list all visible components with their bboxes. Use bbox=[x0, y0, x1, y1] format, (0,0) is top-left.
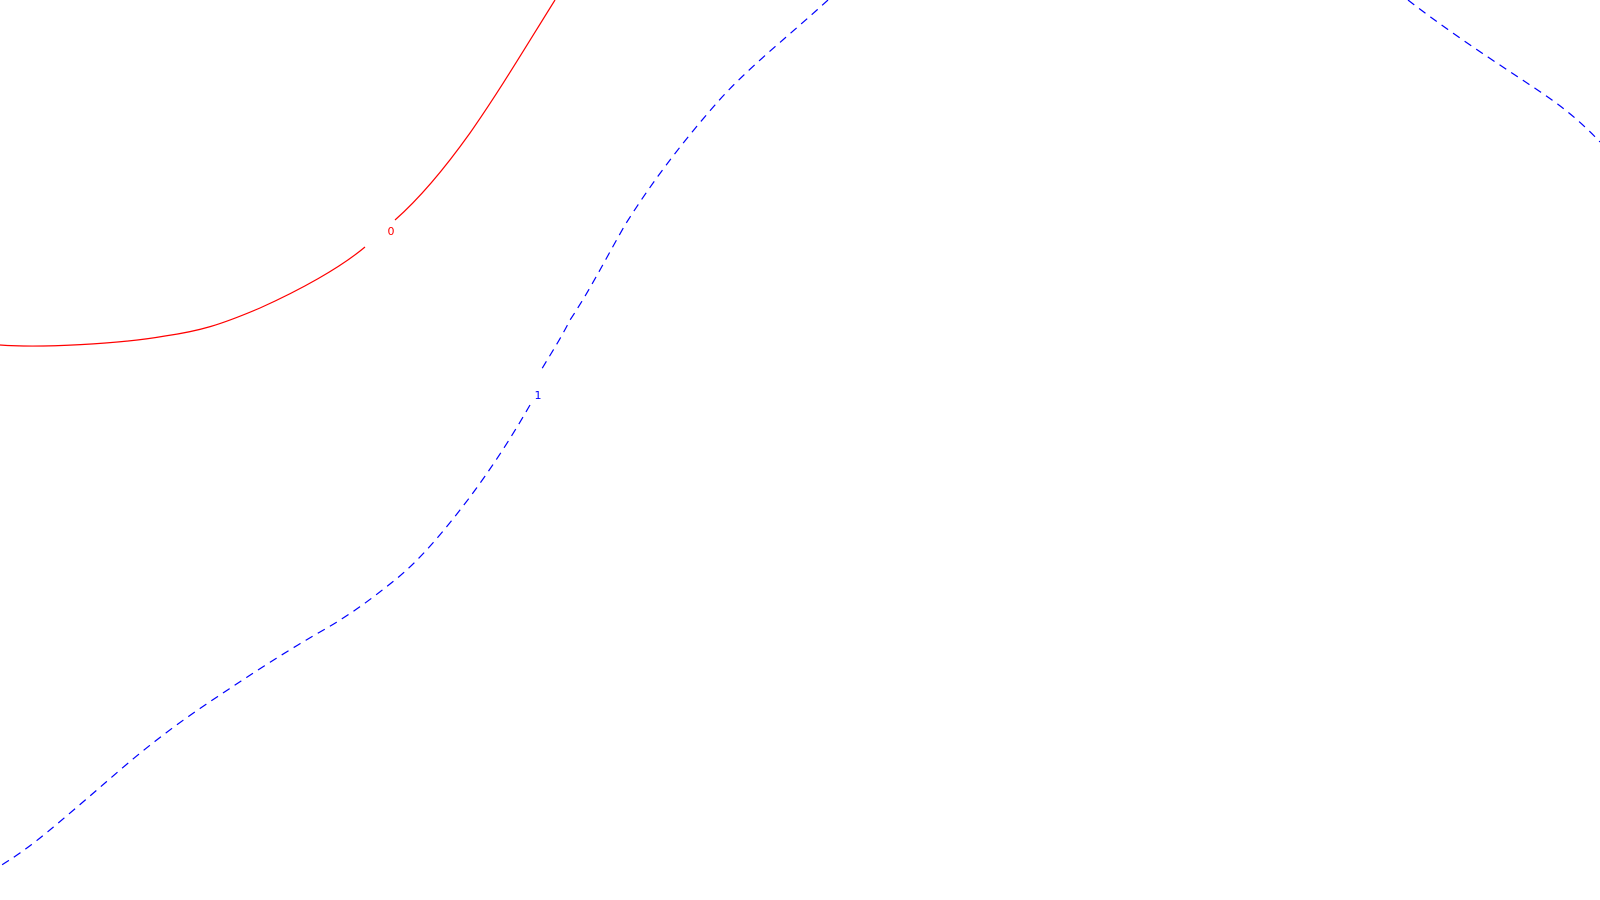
contour-1-corner-line bbox=[1407, 0, 1600, 143]
contour-1-label: 1 bbox=[535, 389, 542, 402]
contour-1: 1 bbox=[0, 0, 1600, 867]
contour-1-main-line bbox=[0, 0, 829, 867]
contour-0: 0 bbox=[0, 0, 556, 347]
contour-0-line bbox=[0, 0, 556, 347]
contour-0-label: 0 bbox=[388, 225, 395, 238]
